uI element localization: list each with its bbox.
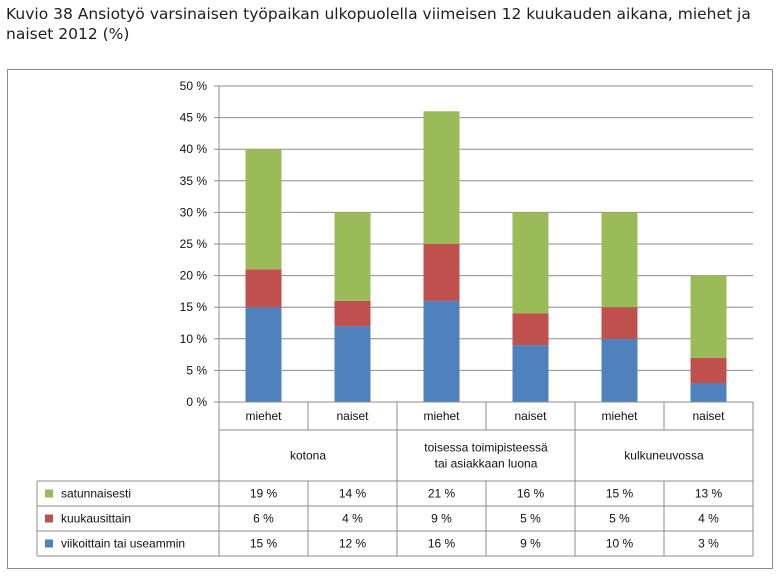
y-tick-label: 5 % (186, 363, 207, 377)
y-tick-label: 10 % (180, 332, 208, 346)
bar-segment-kuukausittain (512, 313, 549, 346)
bar-segment-satunnaisesti (334, 212, 371, 301)
category-label: miehet (245, 409, 282, 423)
data-table-value: 5 % (520, 512, 541, 526)
bar-segment-viikoittain-tai-useammin (601, 338, 638, 402)
bar-segment-satunnaisesti (690, 275, 727, 358)
category-label: naiset (336, 409, 369, 423)
category-label: naiset (692, 409, 725, 423)
bar-segment-kuukausittain (601, 307, 638, 339)
data-table-value: 14 % (339, 487, 367, 501)
data-table-value: 12 % (339, 537, 367, 551)
y-tick-label: 45 % (180, 111, 208, 125)
y-tick-label: 20 % (180, 269, 208, 283)
data-table-value: 10 % (606, 537, 634, 551)
bar-segment-kuukausittain (334, 300, 371, 327)
data-table-value: 4 % (698, 512, 719, 526)
bar-segment-kuukausittain (690, 357, 727, 384)
bar-segment-kuukausittain (423, 244, 460, 301)
category-label: naiset (514, 409, 547, 423)
data-table-value: 15 % (250, 537, 278, 551)
bar-segment-viikoittain-tai-useammin (512, 345, 549, 402)
bar-segment-satunnaisesti (601, 212, 638, 308)
y-tick-label: 25 % (180, 237, 208, 251)
y-tick-label: 15 % (180, 300, 208, 314)
group-label: toisessa toimipisteessä (424, 441, 548, 455)
data-table-value: 19 % (250, 487, 278, 501)
bar-segment-kuukausittain (245, 269, 282, 308)
group-label: kotona (290, 449, 326, 463)
category-label: miehet (423, 409, 460, 423)
data-table-value: 4 % (342, 512, 363, 526)
data-table-value: 6 % (253, 512, 274, 526)
bar-segment-viikoittain-tai-useammin (334, 326, 371, 402)
legend-swatch (45, 514, 53, 523)
group-label: kulkuneuvossa (624, 449, 704, 463)
bar-segment-viikoittain-tai-useammin (423, 300, 460, 402)
y-tick-label: 40 % (180, 142, 208, 156)
group-label: tai asiakkaan luona (435, 457, 538, 471)
data-table-value: 5 % (609, 512, 630, 526)
legend-label: viikoittain tai useammin (61, 537, 185, 551)
legend-label: kuukausittain (61, 512, 131, 526)
data-table-value: 16 % (428, 537, 456, 551)
data-table-value: 13 % (695, 487, 723, 501)
data-table-value: 15 % (606, 487, 634, 501)
data-table-value: 16 % (517, 487, 545, 501)
legend-swatch (45, 539, 53, 548)
y-tick-label: 35 % (180, 174, 208, 188)
y-tick-label: 30 % (180, 205, 208, 219)
data-table-value: 9 % (431, 512, 452, 526)
data-table-value: 9 % (520, 537, 541, 551)
bar-segment-viikoittain-tai-useammin (245, 307, 282, 402)
category-label: miehet (601, 409, 638, 423)
chart-title: Kuvio 38 Ansiotyö varsinaisen työpaikan … (6, 5, 751, 43)
chart-frame (7, 69, 773, 569)
legend-swatch (45, 489, 53, 498)
bar-segment-satunnaisesti (423, 111, 460, 244)
bar-segment-satunnaisesti (512, 212, 549, 314)
bar-segment-viikoittain-tai-useammin (690, 383, 727, 402)
y-tick-label: 50 % (180, 79, 208, 93)
data-table-value: 21 % (428, 487, 456, 501)
legend-label: satunnaisesti (61, 487, 131, 501)
y-tick-label: 0 % (186, 395, 207, 409)
bar-segment-satunnaisesti (245, 149, 282, 270)
data-table-value: 3 % (698, 537, 719, 551)
